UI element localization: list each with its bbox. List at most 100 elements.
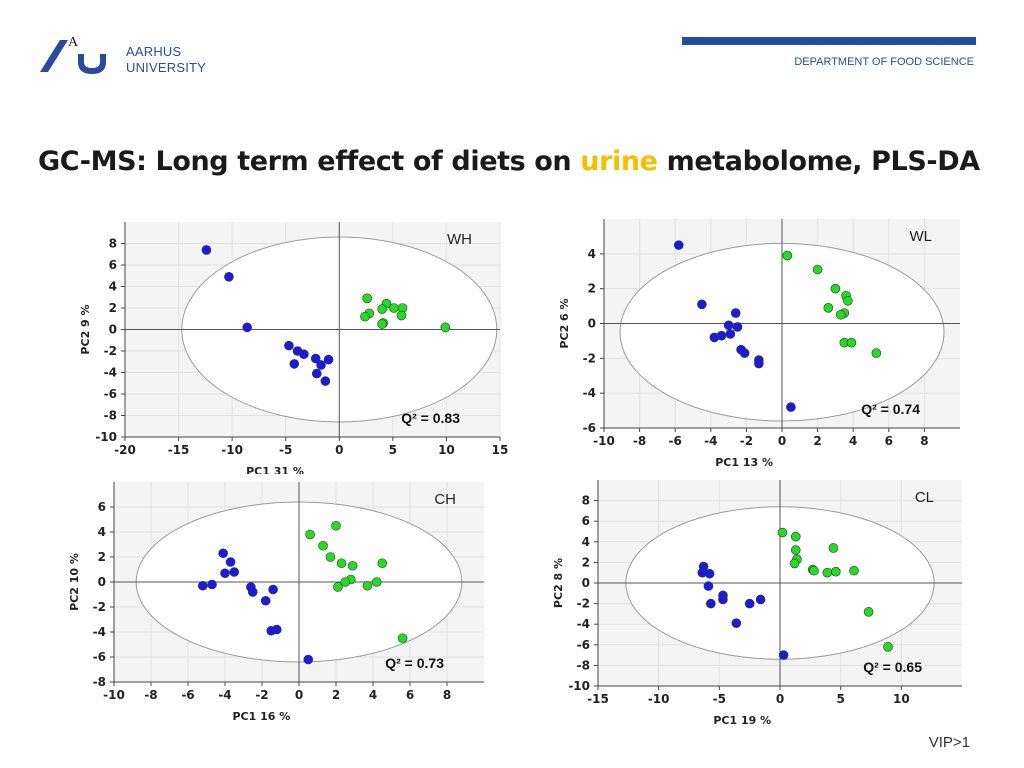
wl-x-axis-title: PC1 13 % — [715, 456, 773, 466]
ch-x-tick-label-1: -8 — [144, 688, 157, 702]
ch-point-green-4 — [336, 558, 347, 569]
wl-x-tick-label-9: 8 — [920, 434, 928, 448]
wl-point-green-0 — [782, 250, 793, 261]
wh-point-green-0 — [362, 293, 372, 304]
cl-point-green-12 — [883, 642, 893, 652]
vip-note: VIP>1 — [928, 734, 970, 751]
ch-point-green-10 — [362, 580, 373, 591]
wl-panel-label: WL — [910, 228, 933, 245]
department-name: DEPARTMENT OF FOOD SCIENCE — [794, 56, 974, 68]
cl-point-blue-8 — [744, 598, 755, 609]
cl-y-tick-label-7: 4 — [582, 535, 590, 549]
wh-x-tick-label-3: -5 — [279, 443, 292, 457]
wh-y-tick-label-3: -4 — [104, 366, 117, 380]
title-suffix: metabolome, PLS-DA — [657, 146, 981, 177]
ch-point-blue-8 — [268, 584, 278, 595]
ch-y-tick-label-0: -8 — [93, 675, 106, 689]
cl-q2-label: Q² = 0.65 — [863, 659, 922, 675]
ch-point-green-3 — [325, 552, 336, 562]
ch-x-tick-label-4: -2 — [255, 688, 268, 702]
wl-point-blue-6 — [716, 330, 727, 341]
ch-point-blue-9 — [260, 595, 271, 606]
wl-x-tick-label-0: -10 — [593, 434, 615, 448]
cl-point-green-5 — [828, 543, 839, 553]
wh-y-axis-title: PC2 9 % — [79, 304, 92, 354]
ch-point-green-12 — [397, 633, 408, 644]
ch-y-tick-label-7: 6 — [98, 500, 106, 514]
wl-x-tick-label-7: 4 — [849, 434, 857, 448]
wl-q2-label: Q² = 0.74 — [861, 401, 920, 417]
wh-y-tick-label-6: 2 — [109, 301, 117, 315]
cl-y-tick-label-9: 8 — [582, 494, 590, 508]
wh-x-tick-label-4: 0 — [335, 443, 343, 457]
ch-point-blue-5 — [207, 579, 217, 590]
cl-y-tick-label-2: -6 — [577, 638, 590, 652]
ch-point-blue-0 — [218, 548, 228, 559]
ch-y-tick-label-4: 0 — [98, 575, 106, 589]
cl-y-tick-label-4: -2 — [577, 597, 590, 611]
wl-point-blue-4 — [732, 322, 743, 332]
wh-point-blue-3 — [284, 340, 294, 351]
wl-point-green-9 — [846, 337, 857, 348]
cl-y-tick-label-0: -10 — [568, 679, 590, 693]
wh-y-tick-label-9: 8 — [109, 237, 117, 251]
wh-x-tick-label-2: -10 — [221, 443, 243, 457]
ch-x-tick-label-0: -10 — [103, 688, 125, 702]
ch-point-green-1 — [305, 529, 315, 540]
wh-y-tick-label-2: -6 — [104, 387, 117, 401]
wl-point-green-7 — [835, 309, 846, 320]
wl-point-blue-2 — [730, 308, 741, 318]
ch-point-green-2 — [318, 540, 328, 551]
wh-x-tick-label-0: -20 — [114, 443, 136, 457]
wh-point-blue-9 — [316, 360, 326, 370]
wl-x-tick-label-4: -2 — [740, 434, 753, 448]
ch-x-tick-label-3: -4 — [218, 688, 231, 702]
cl-y-tick-label-8: 6 — [582, 514, 590, 528]
wl-point-green-2 — [830, 283, 841, 294]
ch-point-blue-11 — [266, 625, 277, 636]
ch-y-tick-label-2: -4 — [93, 625, 106, 639]
header-accent-bar — [682, 37, 976, 45]
wl-point-blue-0 — [673, 240, 684, 250]
wl-point-blue-9 — [739, 348, 750, 358]
cl-y-tick-label-6: 2 — [582, 555, 590, 569]
ch-point-blue-4 — [198, 580, 208, 591]
cl-point-green-10 — [849, 565, 859, 576]
logo-mark-icon — [40, 40, 106, 74]
wh-x-tick-label-7: 15 — [492, 443, 509, 457]
cl-x-tick-label-1: -10 — [648, 692, 670, 706]
cl-y-tick-label-3: -4 — [577, 617, 590, 631]
ch-point-green-0 — [331, 520, 341, 531]
cl-x-tick-label-5: 10 — [893, 692, 910, 706]
cl-point-blue-6 — [706, 598, 716, 609]
ch-point-green-11 — [371, 577, 382, 587]
cl-point-green-0 — [777, 527, 788, 538]
wh-x-axis-title: PC1 31 % — [246, 465, 304, 474]
ch-point-blue-12 — [303, 654, 314, 665]
ch-point-blue-3 — [220, 568, 230, 579]
cl-y-tick-label-1: -8 — [577, 658, 590, 672]
ch-panel-label: CH — [434, 491, 456, 508]
wl-x-tick-label-5: 0 — [778, 434, 786, 448]
ch-point-blue-2 — [229, 567, 240, 577]
wh-point-blue-7 — [323, 354, 334, 365]
wl-point-green-1 — [812, 264, 823, 275]
aarhus-university-logo: A — [40, 35, 106, 74]
wl-point-blue-11 — [754, 358, 764, 369]
wl-y-tick-label-0: -6 — [583, 421, 596, 435]
ch-point-green-8 — [340, 577, 351, 587]
cl-point-blue-9 — [731, 618, 742, 628]
wh-point-blue-5 — [299, 349, 309, 360]
wh-point-blue-10 — [311, 368, 322, 379]
wh-point-green-10 — [440, 322, 451, 333]
wl-point-green-5 — [823, 303, 834, 313]
ch-y-tick-label-5: 2 — [98, 550, 106, 564]
wl-point-green-10 — [871, 348, 882, 358]
ch-x-tick-label-9: 8 — [443, 688, 451, 702]
wh-y-tick-label-5: 0 — [109, 323, 117, 337]
logo-letter: A — [68, 35, 79, 50]
cl-point-green-7 — [809, 565, 819, 576]
wl-y-tick-label-2: -2 — [583, 351, 596, 365]
